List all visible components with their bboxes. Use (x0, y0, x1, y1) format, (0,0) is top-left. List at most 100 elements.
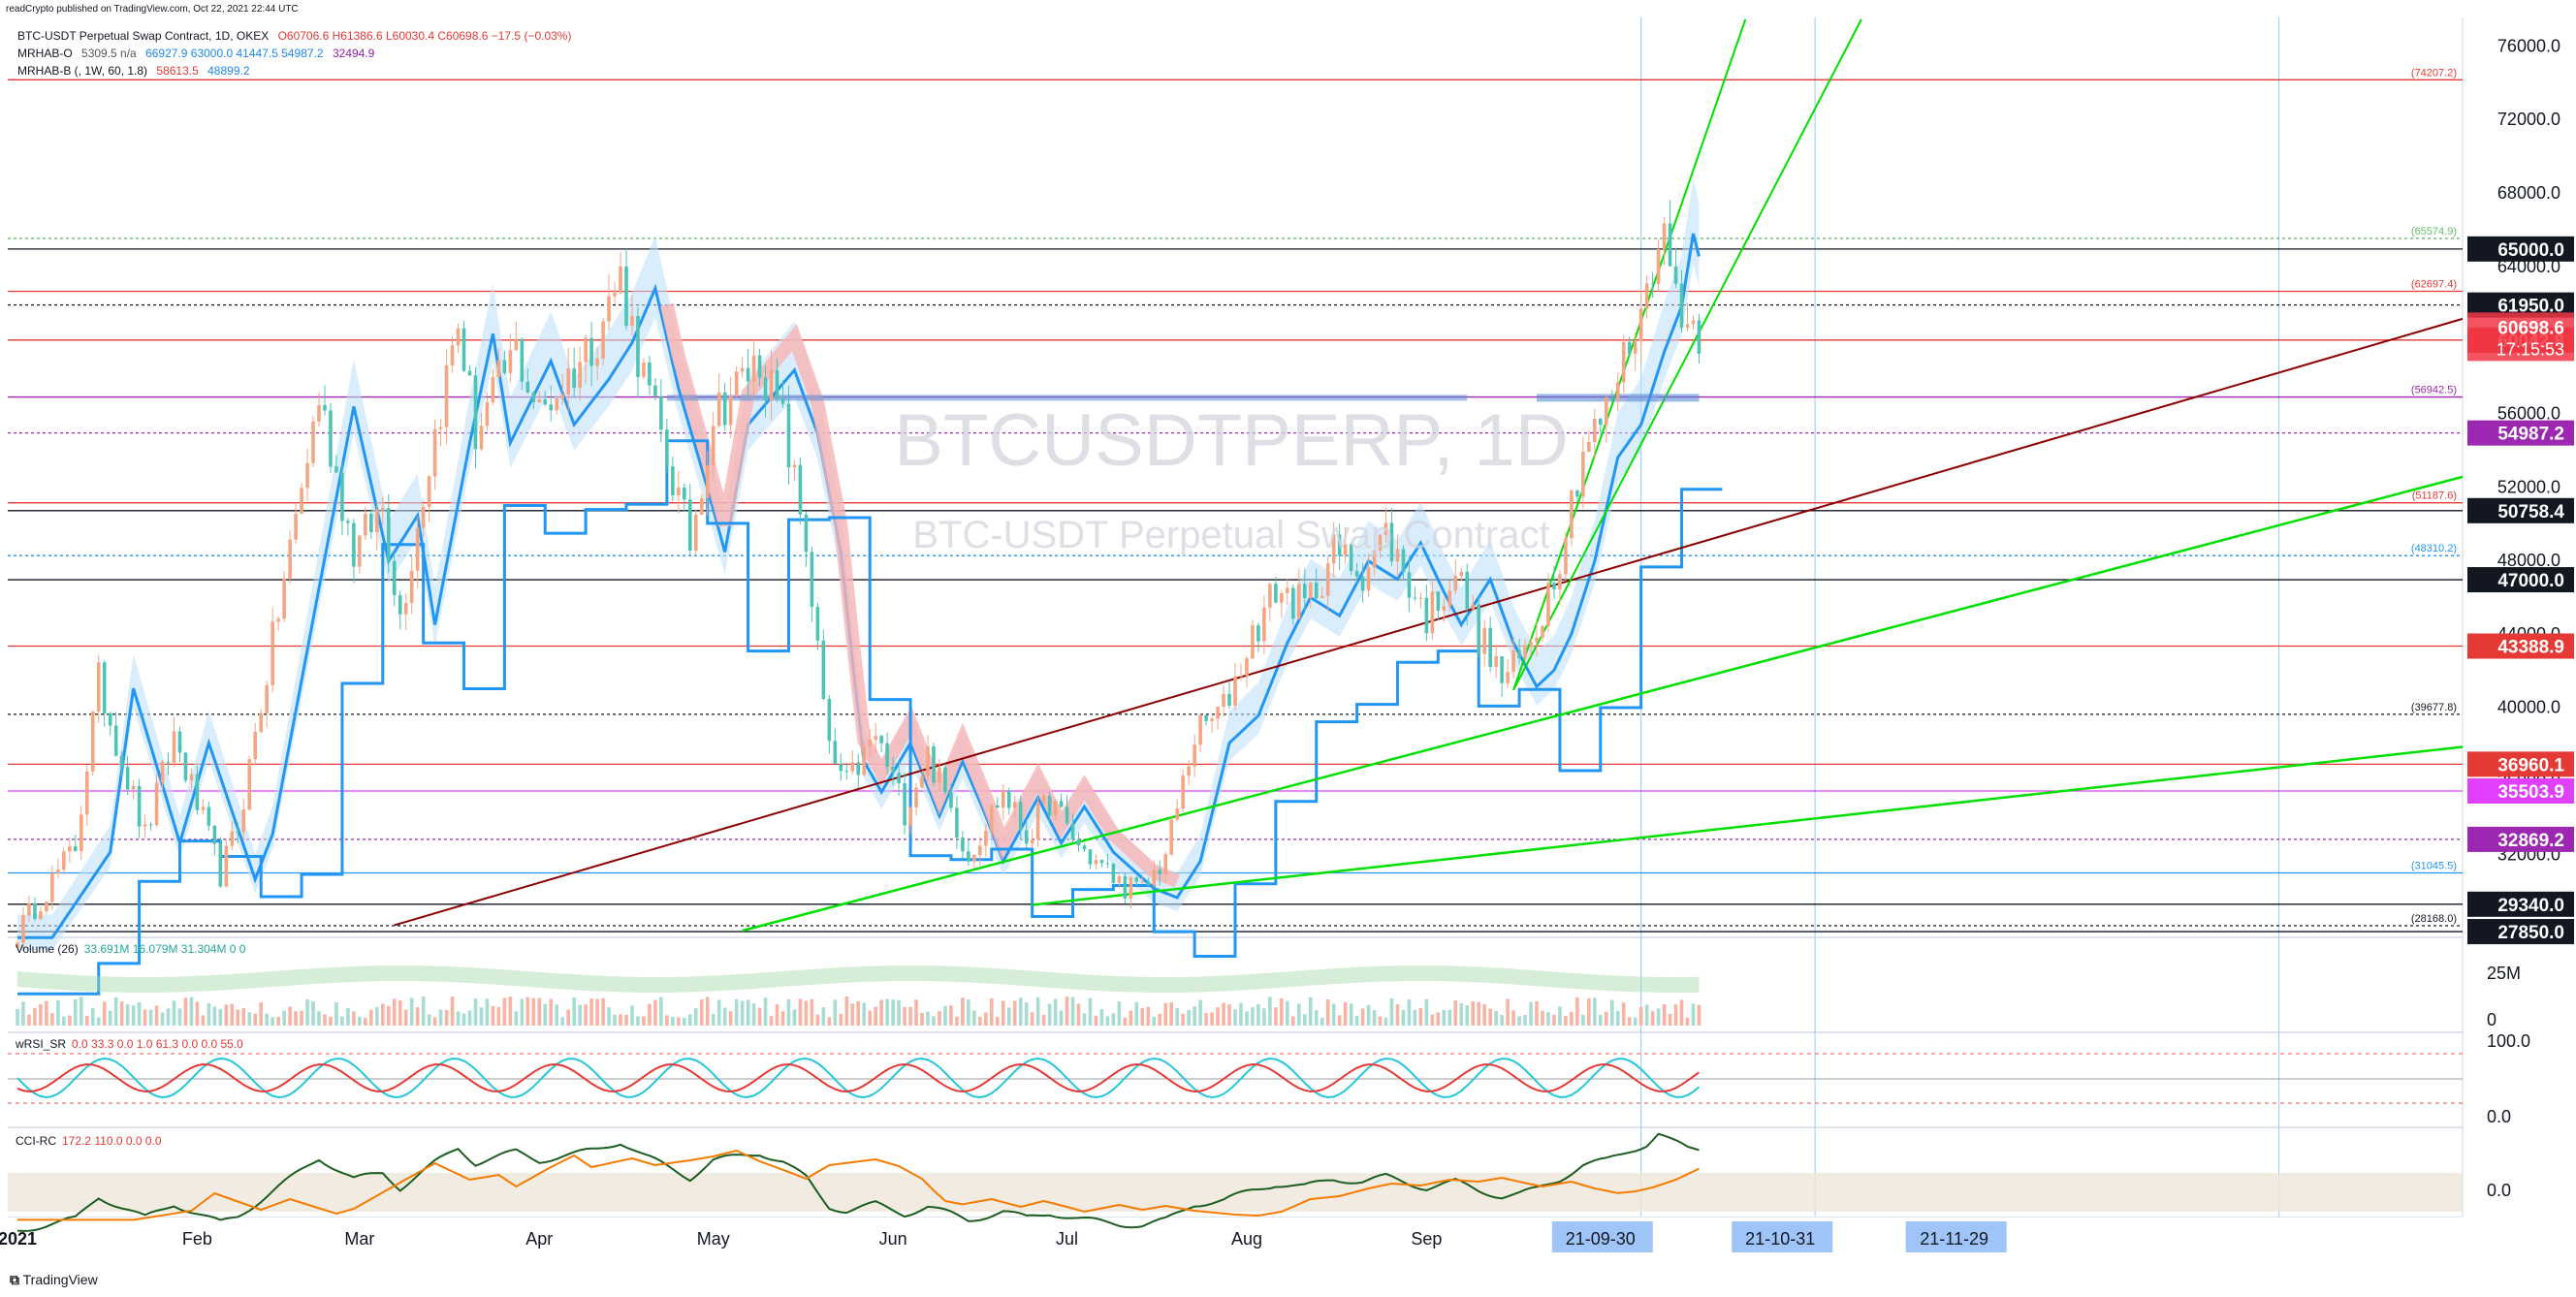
candle (1673, 266, 1678, 284)
candle (862, 746, 867, 775)
volume-bar (1012, 1000, 1017, 1026)
volume-bar (1187, 1010, 1191, 1026)
volume-bar (409, 997, 414, 1026)
rsi-line (16, 1057, 1701, 1099)
candle (1222, 693, 1225, 708)
volume-bar (636, 1016, 640, 1026)
candle (1094, 860, 1098, 865)
candle (1587, 441, 1591, 453)
candle (1256, 625, 1260, 642)
candle (763, 377, 768, 401)
candle (1627, 341, 1632, 354)
volume-bar (113, 996, 118, 1026)
volume-bar (578, 1004, 582, 1026)
volume-bar (972, 1010, 976, 1026)
volume-bar (224, 1004, 229, 1026)
candle (265, 684, 269, 713)
candle (1088, 849, 1093, 865)
volume-bar (102, 1001, 107, 1026)
candle (967, 851, 970, 862)
volume-bar (323, 1014, 327, 1026)
candle (537, 399, 542, 402)
candle (1564, 538, 1568, 575)
time-tick-label: Jul (1056, 1229, 1078, 1249)
volume-bar (427, 1014, 431, 1026)
candle (276, 618, 280, 622)
candle (270, 621, 274, 685)
volume-bar (722, 1007, 727, 1026)
volume-bar (757, 1007, 762, 1026)
volume-bar (1245, 1011, 1249, 1026)
volume-bar (990, 998, 994, 1026)
volume-bar (734, 998, 739, 1026)
candle (1552, 583, 1556, 590)
volume-bar (1251, 1007, 1255, 1026)
volume-bar (833, 999, 838, 1026)
volume-bar (1407, 999, 1412, 1026)
volume-bar (1152, 1017, 1157, 1026)
volume-bar (1673, 1004, 1678, 1026)
volume-bar (955, 1016, 959, 1026)
legend-ind2-name: MRHAB-B (, 1W, 60, 1.8) (17, 64, 148, 78)
level-label-bg (2467, 236, 2574, 262)
time-tick-label: Jun (879, 1229, 907, 1249)
volume-bar (584, 1004, 588, 1026)
time-tick-label: Apr (525, 1229, 553, 1249)
candle (1436, 591, 1441, 612)
volume-bar (1082, 1013, 1087, 1026)
volume-bar (746, 999, 750, 1026)
price-tick-label: 76000.0 (2497, 36, 2560, 55)
candle (1604, 397, 1608, 426)
candle (699, 497, 704, 515)
volume-bar (967, 999, 970, 1026)
candle (903, 783, 906, 826)
volume-bar (259, 1002, 263, 1026)
volume-bar (1047, 1003, 1052, 1026)
volume-bar (305, 998, 309, 1026)
legend-ind1-row: MRHAB-O 5309.5 n/a 66927.9 63000.0 41447… (17, 45, 571, 62)
volume-bar (1500, 1014, 1504, 1026)
candle (926, 746, 930, 776)
volume-bar (693, 1008, 698, 1026)
time-label-bg (1732, 1221, 1833, 1252)
volume-bar (932, 1016, 936, 1026)
volume-bar (1123, 1017, 1128, 1026)
candle (531, 392, 536, 402)
candle (1494, 656, 1498, 667)
candle (461, 328, 466, 371)
legend-ind2-red: 58613.5 (156, 64, 199, 78)
candle (364, 513, 367, 536)
candle (1442, 606, 1447, 612)
candle (1105, 863, 1110, 865)
volume-name: Volume (26) (16, 942, 79, 956)
last-price-label: 60698.6 (2497, 318, 2564, 338)
candle (1529, 642, 1533, 646)
level-label-bg (2467, 826, 2574, 852)
volume-bar (531, 997, 536, 1026)
volume-bar (943, 1005, 947, 1026)
candle (839, 764, 843, 772)
candle (1129, 877, 1133, 899)
candle (1343, 544, 1348, 556)
volume-bar (183, 997, 188, 1026)
volume-bar (346, 1007, 350, 1026)
candle (334, 466, 338, 473)
level-label: 32869.2 (2497, 831, 2564, 851)
candle (1314, 583, 1319, 599)
candle (1447, 590, 1452, 607)
volume-bar (1140, 1008, 1145, 1026)
volume-bar (1302, 1014, 1307, 1026)
volume-bar (1349, 1003, 1353, 1026)
legend-ind2-blue: 48899.2 (207, 64, 250, 78)
volume-bar (386, 1005, 391, 1026)
time-tick-label: 2021 (0, 1229, 37, 1249)
candle (143, 824, 147, 827)
candle (1413, 597, 1417, 599)
candle (305, 462, 309, 489)
last-price-bg (2467, 312, 2574, 362)
candle (1644, 283, 1649, 309)
candle (1424, 597, 1429, 634)
candle (456, 328, 461, 346)
volume-bar (1286, 1000, 1289, 1026)
